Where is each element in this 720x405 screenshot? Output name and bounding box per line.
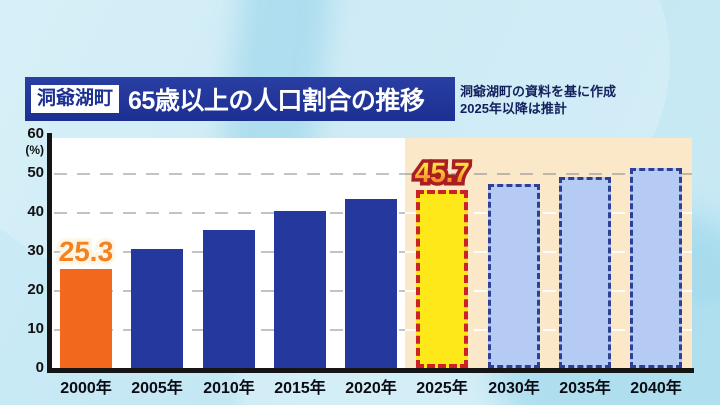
gridline-20-forecast (405, 290, 692, 292)
gridline-10-forecast (405, 329, 692, 331)
bar-2010年 (203, 230, 255, 368)
bar-value-label-text: 25.3 (58, 236, 115, 267)
x-axis-label-2000年: 2000年 (60, 380, 112, 397)
gridline-40 (54, 212, 405, 214)
x-axis-label-2015年: 2015年 (274, 380, 326, 397)
bar-value-label-25.3: 25.3 25.3 (38, 233, 134, 271)
source-note-line2: 2025年以降は推計 (460, 101, 567, 116)
bar-value-label-45.7: 45.745.7 (394, 154, 490, 192)
y-axis-line (47, 133, 52, 373)
gridline-50-forecast (405, 173, 692, 175)
x-axis-label-2030年: 2030年 (488, 380, 540, 397)
bar-2025年 (416, 190, 468, 368)
chart-title: 65歳以上の人口割合の推移 (128, 87, 425, 115)
bar-2015年 (274, 211, 326, 368)
bar-2040年 (630, 168, 682, 368)
gridline-40-forecast (405, 212, 692, 214)
x-axis-label-2020年: 2020年 (345, 380, 397, 397)
y-axis-tick-label-60: 60 (27, 125, 44, 142)
bar-2005年 (131, 249, 183, 368)
y-axis-tick-label-20: 20 (27, 281, 44, 298)
y-axis-tick-label-50: 50 (27, 164, 44, 181)
x-axis-label-2035年: 2035年 (559, 380, 611, 397)
x-axis-label-2025年: 2025年 (416, 380, 468, 397)
x-axis-label-2040年: 2040年 (630, 380, 682, 397)
source-note: 洞爺湖町の資料を基に作成 2025年以降は推計 (460, 83, 616, 117)
y-axis-tick-label-40: 40 (27, 203, 44, 220)
bar-2000年 (60, 269, 112, 368)
gridline-50 (54, 173, 405, 175)
bar-2035年 (559, 177, 611, 368)
gridline-30-forecast (405, 251, 692, 253)
bar-value-label-text: 45.7 (394, 157, 489, 188)
y-axis-tick-label-10: 10 (27, 320, 44, 337)
y-axis-tick-label-0: 0 (35, 359, 44, 376)
source-note-line1: 洞爺湖町の資料を基に作成 (460, 84, 617, 99)
x-axis-label-2005年: 2005年 (131, 380, 183, 397)
title-bar: 洞爺湖町 65歳以上の人口割合の推移 (25, 77, 455, 121)
bar-2030年 (488, 184, 540, 368)
x-axis-line (47, 368, 694, 373)
y-axis-tick-label-30: 30 (27, 242, 44, 259)
x-axis-label-2010年: 2010年 (203, 380, 255, 397)
town-name-badge: 洞爺湖町 (31, 84, 120, 114)
y-axis-unit-label: (%) (25, 143, 44, 157)
bar-2020年 (345, 199, 397, 368)
